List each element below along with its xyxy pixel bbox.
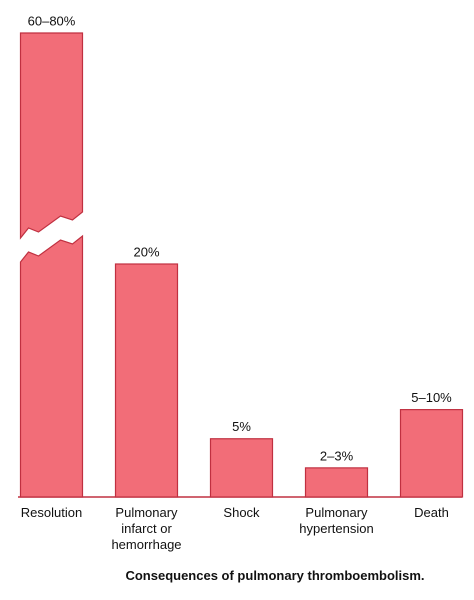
x-tick-label: Shock xyxy=(223,505,260,520)
x-tick-label: Death xyxy=(414,505,449,520)
value-label: 60–80% xyxy=(28,13,76,28)
value-label: 5% xyxy=(232,419,251,434)
value-label: 5–10% xyxy=(411,390,452,405)
bar xyxy=(209,438,274,498)
bar xyxy=(19,32,84,498)
x-tick-label: Resolution xyxy=(20,505,83,520)
value-label: 2–3% xyxy=(320,448,354,463)
x-tick-label: Pulmonary hypertension xyxy=(299,505,374,536)
bar xyxy=(114,263,179,498)
chart-title: Consequences of pulmonary thromboembolis… xyxy=(125,568,425,583)
x-tick-label: Pulmonary infarct or hemorrhage xyxy=(111,505,182,552)
bar xyxy=(304,467,369,498)
value-label: 20% xyxy=(133,244,159,259)
bar xyxy=(399,409,464,498)
